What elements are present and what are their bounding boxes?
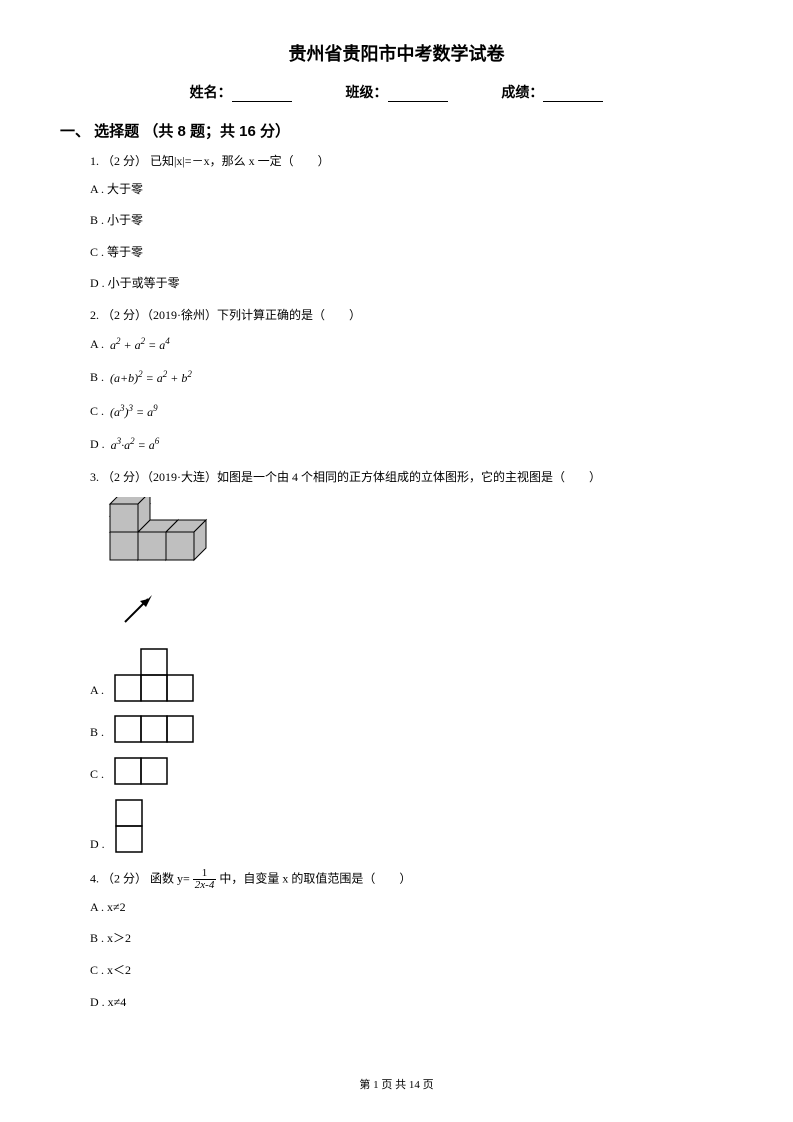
q2-b-label: B . <box>90 367 104 389</box>
q2-option-a: A . a2 + a2 = a4 <box>90 333 733 357</box>
question-2: 2. （2 分）（2019·徐州）下列计算正确的是（ ） A . a2 + a2… <box>90 305 733 457</box>
q3-option-d: D . <box>90 798 733 856</box>
q2-d-label: D . <box>90 434 105 456</box>
q4-stem: 4. （2 分） 函数 y= 1 2x-4 中，自变量 x 的取值范围是（ ） <box>90 868 733 891</box>
q3-d-svg <box>113 798 148 856</box>
q2-d-math: a3·a2 = a6 <box>111 433 160 457</box>
q2-c-math: (a3)3 = a9 <box>110 400 158 424</box>
q2-a-label: A . <box>90 334 104 356</box>
q3-a-svg <box>112 647 202 702</box>
arrow-svg <box>120 587 160 627</box>
q1-option-c: C . 等于零 <box>90 242 733 264</box>
page-footer: 第 1 页 共 14 页 <box>0 1076 793 1092</box>
score-blank <box>543 88 603 102</box>
q4-fraction: 1 2x-4 <box>193 868 217 891</box>
name-label: 姓名： <box>190 82 232 102</box>
q3-option-a: A . <box>90 647 733 702</box>
q2-c-label: C . <box>90 401 104 423</box>
arrow-figure <box>120 587 733 635</box>
q3-c-label: C . <box>90 764 104 786</box>
q2-option-d: D . a3·a2 = a6 <box>90 433 733 457</box>
q3-b-svg <box>112 714 202 744</box>
q3-b-label: B . <box>90 722 104 744</box>
q3-option-c: C . <box>90 756 733 786</box>
q2-b-math: (a+b)2 = a2 + b2 <box>110 366 192 390</box>
score-label: 成绩： <box>501 82 543 102</box>
q1-option-b: B . 小于零 <box>90 210 733 232</box>
page-title: 贵州省贵阳市中考数学试卷 <box>60 40 733 66</box>
q1-stem: 1. （2 分） 已知|x|=－x，那么 x 一定（ ） <box>90 151 733 173</box>
cube-figure <box>100 497 733 580</box>
q4-frac-den: 2x-4 <box>193 880 217 891</box>
q4-option-a: A . x≠2 <box>90 897 733 919</box>
q2-a-math: a2 + a2 = a4 <box>110 333 170 357</box>
q4-option-b: B . x＞2 <box>90 928 733 950</box>
q2-option-b: B . (a+b)2 = a2 + b2 <box>90 366 733 390</box>
q1-option-a: A . 大于零 <box>90 179 733 201</box>
cube-svg <box>100 497 230 572</box>
q2-stem: 2. （2 分）（2019·徐州）下列计算正确的是（ ） <box>90 305 733 327</box>
q3-stem: 3. （2 分）（2019·大连）如图是一个由 4 个相同的正方体组成的立体图形… <box>90 467 733 489</box>
q3-d-label: D . <box>90 834 105 856</box>
q2-option-c: C . (a3)3 = a9 <box>90 400 733 424</box>
q4-option-d: D . x≠4 <box>90 992 733 1014</box>
question-1: 1. （2 分） 已知|x|=－x，那么 x 一定（ ） A . 大于零 B .… <box>90 151 733 295</box>
q4-option-c: C . x＜2 <box>90 960 733 982</box>
question-4: 4. （2 分） 函数 y= 1 2x-4 中，自变量 x 的取值范围是（ ） … <box>90 868 733 1013</box>
question-3: 3. （2 分）（2019·大连）如图是一个由 4 个相同的正方体组成的立体图形… <box>90 467 733 856</box>
section-title: 一、 选择题 （共 8 题；共 16 分） <box>60 120 733 141</box>
q3-option-b: B . <box>90 714 733 744</box>
q3-a-label: A . <box>90 680 104 702</box>
header-fields: 姓名： 班级： 成绩： <box>60 82 733 102</box>
name-blank <box>232 88 292 102</box>
class-blank <box>388 88 448 102</box>
class-label: 班级： <box>346 82 388 102</box>
q4-stem-suffix: 中，自变量 x 的取值范围是（ ） <box>219 871 411 885</box>
q4-stem-prefix: 4. （2 分） 函数 y= <box>90 871 190 885</box>
q1-option-d: D . 小于或等于零 <box>90 273 733 295</box>
q4-frac-num: 1 <box>193 868 217 880</box>
q3-c-svg <box>112 756 172 786</box>
